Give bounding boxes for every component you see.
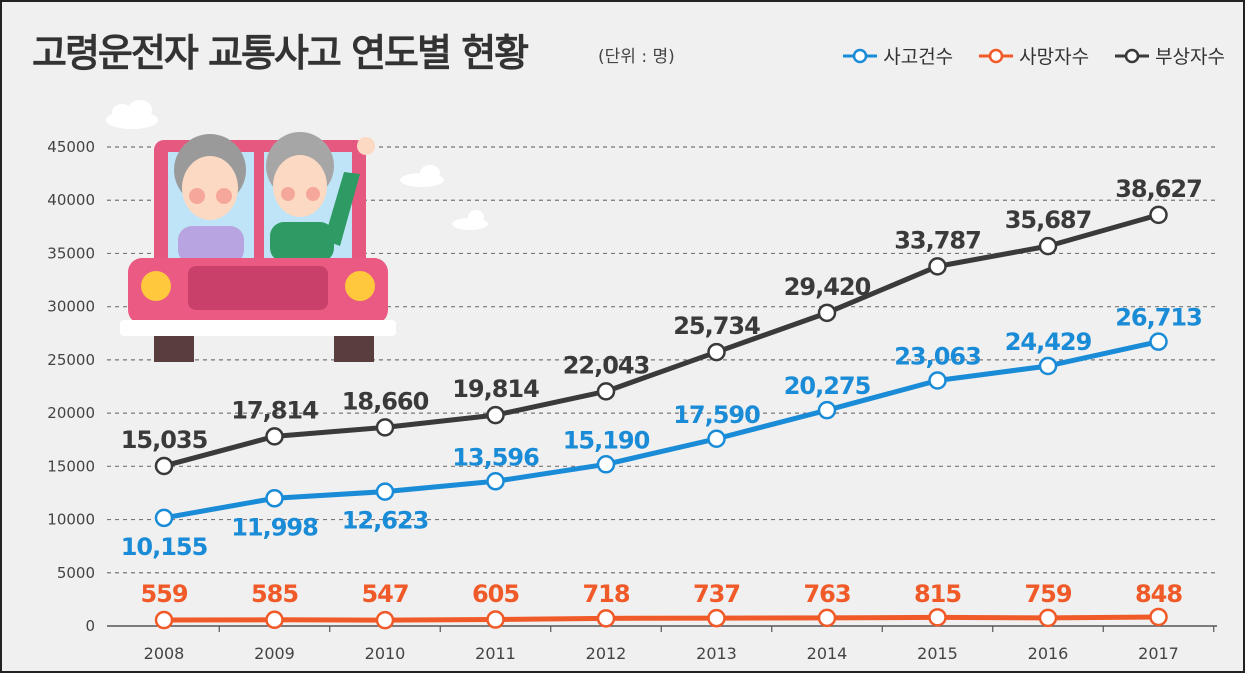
data-point-deaths	[928, 608, 947, 627]
data-label-deaths: 585	[251, 580, 298, 608]
x-tick-label: 2009	[254, 644, 295, 663]
page-title: 고령운전자 교통사고 연도별 현황	[32, 31, 529, 75]
data-point-deaths	[154, 610, 174, 630]
data-label-accidents: 26,713	[1115, 304, 1202, 332]
data-label-deaths: 848	[1135, 580, 1182, 608]
data-point-accidents	[154, 508, 174, 528]
cloud-illustration	[106, 100, 488, 230]
legend-label-injuries: 부상자수	[1155, 46, 1225, 68]
data-label-injuries: 22,043	[563, 351, 650, 379]
y-tick-label: 10000	[47, 511, 95, 529]
data-label-accidents: 23,063	[894, 343, 981, 371]
y-tick-label: 40000	[47, 191, 95, 209]
data-label-injuries: 15,035	[121, 426, 208, 454]
legend: 사고건수 사망자수 부상자수	[843, 42, 1225, 69]
data-point-injuries	[1038, 236, 1058, 256]
y-tick-label: 15000	[47, 457, 95, 475]
data-point-accidents	[375, 482, 395, 501]
x-tick-label: 2017	[1138, 644, 1179, 663]
data-point-injuries	[375, 418, 395, 437]
data-label-accidents: 13,596	[452, 443, 539, 471]
x-tick-label: 2013	[696, 644, 737, 663]
data-point-injuries	[486, 405, 505, 425]
x-tick-label: 2015	[917, 644, 958, 663]
data-point-accidents	[928, 371, 947, 390]
data-point-deaths	[596, 609, 616, 628]
x-tick-label: 2008	[144, 644, 185, 663]
series-line-accidents	[163, 339, 1160, 521]
data-label-injuries: 38,627	[1115, 175, 1202, 203]
data-point-accidents	[596, 455, 616, 474]
data-point-deaths	[1149, 607, 1168, 627]
data-label-deaths: 559	[140, 580, 187, 608]
data-label-injuries: 33,787	[894, 226, 981, 254]
data-point-accidents	[817, 400, 837, 420]
data-point-deaths	[1038, 608, 1058, 628]
series-line-deaths	[163, 614, 1159, 623]
data-point-injuries	[707, 342, 726, 362]
x-tick-label: 2011	[475, 644, 516, 663]
data-point-deaths	[375, 610, 395, 630]
legend-item-accidents: 사고건수	[843, 42, 953, 69]
data-label-accidents: 17,590	[673, 401, 760, 429]
data-point-injuries	[1149, 205, 1168, 225]
data-label-deaths: 759	[1024, 580, 1071, 608]
data-point-accidents	[707, 429, 726, 449]
unit-label: (단위 : 명)	[598, 47, 675, 67]
data-point-injuries	[596, 382, 616, 401]
y-tick-label: 20000	[47, 404, 95, 422]
y-tick-label: 45000	[47, 138, 95, 156]
legend-label-deaths: 사망자수	[1019, 46, 1090, 68]
data-label-injuries: 18,660	[342, 387, 429, 415]
legend-label-accidents: 사고건수	[883, 46, 954, 68]
data-label-deaths: 718	[582, 580, 629, 608]
y-tick-label: 0	[85, 617, 95, 635]
data-label-accidents: 11,998	[231, 513, 318, 541]
legend-marker-injuries	[1115, 48, 1150, 63]
legend-marker-accidents	[843, 48, 878, 63]
data-label-accidents: 15,190	[563, 426, 650, 454]
data-point-deaths	[486, 610, 505, 629]
y-tick-label: 35000	[47, 244, 95, 262]
data-label-deaths: 763	[803, 580, 850, 608]
data-label-injuries: 25,734	[673, 312, 760, 340]
data-label-deaths: 815	[914, 580, 961, 608]
y-tick-label: 5000	[57, 564, 95, 582]
x-tick-label: 2012	[586, 644, 627, 663]
data-label-deaths: 605	[472, 580, 519, 608]
data-label-injuries: 17,814	[231, 396, 318, 424]
data-label-injuries: 35,687	[1005, 206, 1092, 234]
data-point-deaths	[707, 608, 726, 628]
legend-item-injuries: 부상자수	[1115, 42, 1225, 69]
y-tick-label: 25000	[47, 351, 95, 369]
data-label-injuries: 29,420	[784, 273, 871, 301]
data-label-injuries: 19,814	[452, 375, 539, 403]
x-tick-label: 2016	[1028, 644, 1069, 663]
data-label-deaths: 547	[361, 580, 408, 608]
data-point-accidents	[486, 472, 505, 491]
x-tick-label: 2010	[365, 644, 406, 663]
data-point-deaths	[265, 610, 284, 630]
elderly-drivers-car-illustration	[120, 132, 396, 362]
data-point-injuries	[265, 427, 284, 446]
y-tick-label: 30000	[47, 298, 95, 316]
data-label-accidents: 24,429	[1005, 328, 1092, 356]
data-point-accidents	[265, 489, 284, 508]
data-point-injuries	[928, 257, 947, 276]
series-line-injuries	[163, 212, 1160, 469]
data-point-accidents	[1038, 356, 1058, 376]
data-label-accidents: 20,275	[784, 372, 871, 400]
data-point-injuries	[154, 456, 174, 476]
data-point-injuries	[817, 303, 837, 323]
legend-marker-deaths	[979, 48, 1014, 63]
data-point-accidents	[1149, 332, 1168, 351]
legend-item-deaths: 사망자수	[979, 42, 1089, 69]
x-tick-label: 2014	[807, 644, 848, 663]
data-label-accidents: 10,155	[121, 533, 208, 561]
data-label-deaths: 737	[693, 580, 740, 608]
data-label-accidents: 12,623	[342, 507, 429, 535]
data-point-deaths	[817, 608, 837, 628]
